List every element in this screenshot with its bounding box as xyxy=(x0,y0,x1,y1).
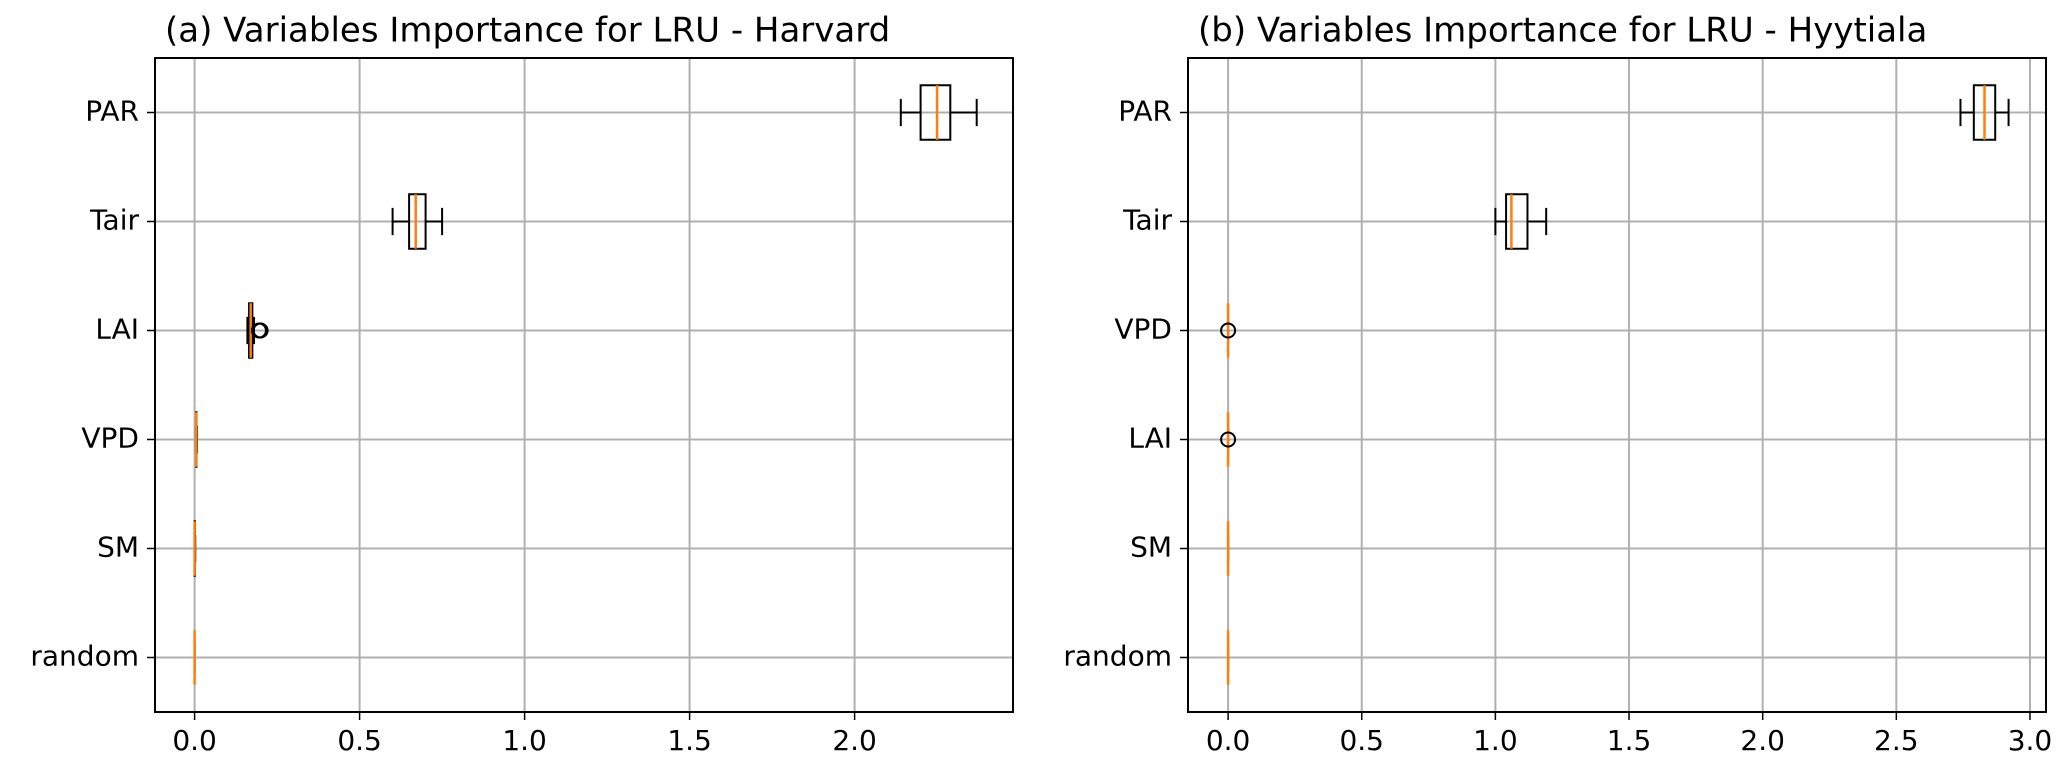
x-tick-label: 0.5 xyxy=(1339,724,1384,757)
chart-panel: (a) Variables Importance for LRU - Harva… xyxy=(30,11,1014,757)
x-tick-label: 2.0 xyxy=(832,724,877,757)
x-tick-label: 1.5 xyxy=(667,724,712,757)
y-tick-label: LAI xyxy=(1128,422,1172,455)
y-tick-label: random xyxy=(1063,640,1172,673)
x-tick-label: 2.5 xyxy=(1874,724,1919,757)
chart-title: (a) Variables Importance for LRU - Harva… xyxy=(165,11,890,51)
y-tick-label: PAR xyxy=(85,95,139,128)
x-tick-label: 0.0 xyxy=(1206,724,1251,757)
y-tick-label: LAI xyxy=(95,313,139,346)
x-tick-label: 0.5 xyxy=(337,724,382,757)
y-tick-label: VPD xyxy=(1114,313,1172,346)
box xyxy=(408,193,427,250)
y-tick-label: SM xyxy=(1130,531,1172,564)
box xyxy=(919,84,952,141)
chart-panel: (b) Variables Importance for LRU - Hyyti… xyxy=(1063,11,2052,758)
y-tick-label: SM xyxy=(97,531,139,564)
x-tick-label: 0.0 xyxy=(172,724,217,757)
y-tick-label: Tair xyxy=(1122,204,1172,237)
y-tick-label: random xyxy=(30,640,139,673)
y-tick-label: Tair xyxy=(89,204,139,237)
outlier xyxy=(252,322,269,339)
plot-frame xyxy=(1187,57,2047,713)
chart-title: (b) Variables Importance for LRU - Hyyti… xyxy=(1198,11,1927,51)
x-tick-label: 1.0 xyxy=(502,724,547,757)
x-tick-label: 1.0 xyxy=(1473,724,1518,757)
x-tick-label: 1.5 xyxy=(1607,724,1652,757)
y-tick-label: VPD xyxy=(81,422,139,455)
outlier xyxy=(1220,431,1237,448)
y-tick-label: PAR xyxy=(1118,95,1172,128)
x-tick-label: 3.0 xyxy=(2008,724,2053,757)
plot-frame xyxy=(154,57,1014,713)
x-tick-label: 2.0 xyxy=(1740,724,1785,757)
outlier xyxy=(1220,322,1237,339)
box xyxy=(1505,193,1529,250)
